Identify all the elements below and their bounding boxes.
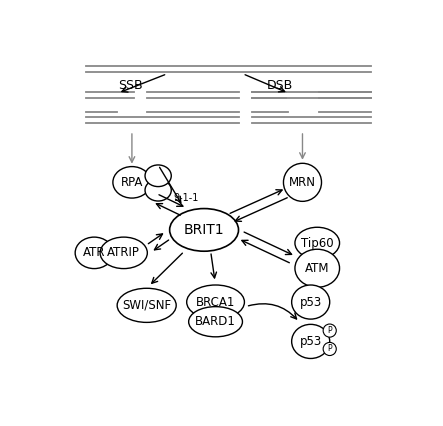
Ellipse shape <box>75 237 113 269</box>
Ellipse shape <box>295 227 339 259</box>
Text: 9-1-1: 9-1-1 <box>173 193 198 203</box>
Ellipse shape <box>145 179 171 201</box>
Ellipse shape <box>145 165 171 187</box>
Circle shape <box>323 343 336 356</box>
Text: ATR: ATR <box>83 246 105 259</box>
Text: BARD1: BARD1 <box>195 315 236 328</box>
Text: p53: p53 <box>299 335 322 348</box>
Circle shape <box>323 324 336 337</box>
Ellipse shape <box>291 285 330 319</box>
Text: SWI/SNF: SWI/SNF <box>122 299 171 312</box>
Ellipse shape <box>295 249 339 287</box>
Text: Tip60: Tip60 <box>301 236 334 250</box>
Ellipse shape <box>113 167 151 198</box>
Text: P: P <box>327 345 332 354</box>
Ellipse shape <box>117 288 176 322</box>
Text: DSB: DSB <box>266 79 293 92</box>
Ellipse shape <box>187 285 245 319</box>
Text: BRCA1: BRCA1 <box>196 296 235 308</box>
Ellipse shape <box>291 324 330 358</box>
Ellipse shape <box>189 307 242 337</box>
Text: SSB: SSB <box>118 79 143 92</box>
Ellipse shape <box>100 237 148 269</box>
Text: p53: p53 <box>299 296 322 308</box>
Ellipse shape <box>284 163 322 201</box>
Text: RPA: RPA <box>121 176 143 189</box>
Text: P: P <box>327 326 332 335</box>
Text: BRIT1: BRIT1 <box>184 223 225 237</box>
Text: ATRIP: ATRIP <box>107 246 140 259</box>
Ellipse shape <box>170 209 238 251</box>
Text: ATM: ATM <box>305 262 330 275</box>
Text: MRN: MRN <box>289 176 316 189</box>
